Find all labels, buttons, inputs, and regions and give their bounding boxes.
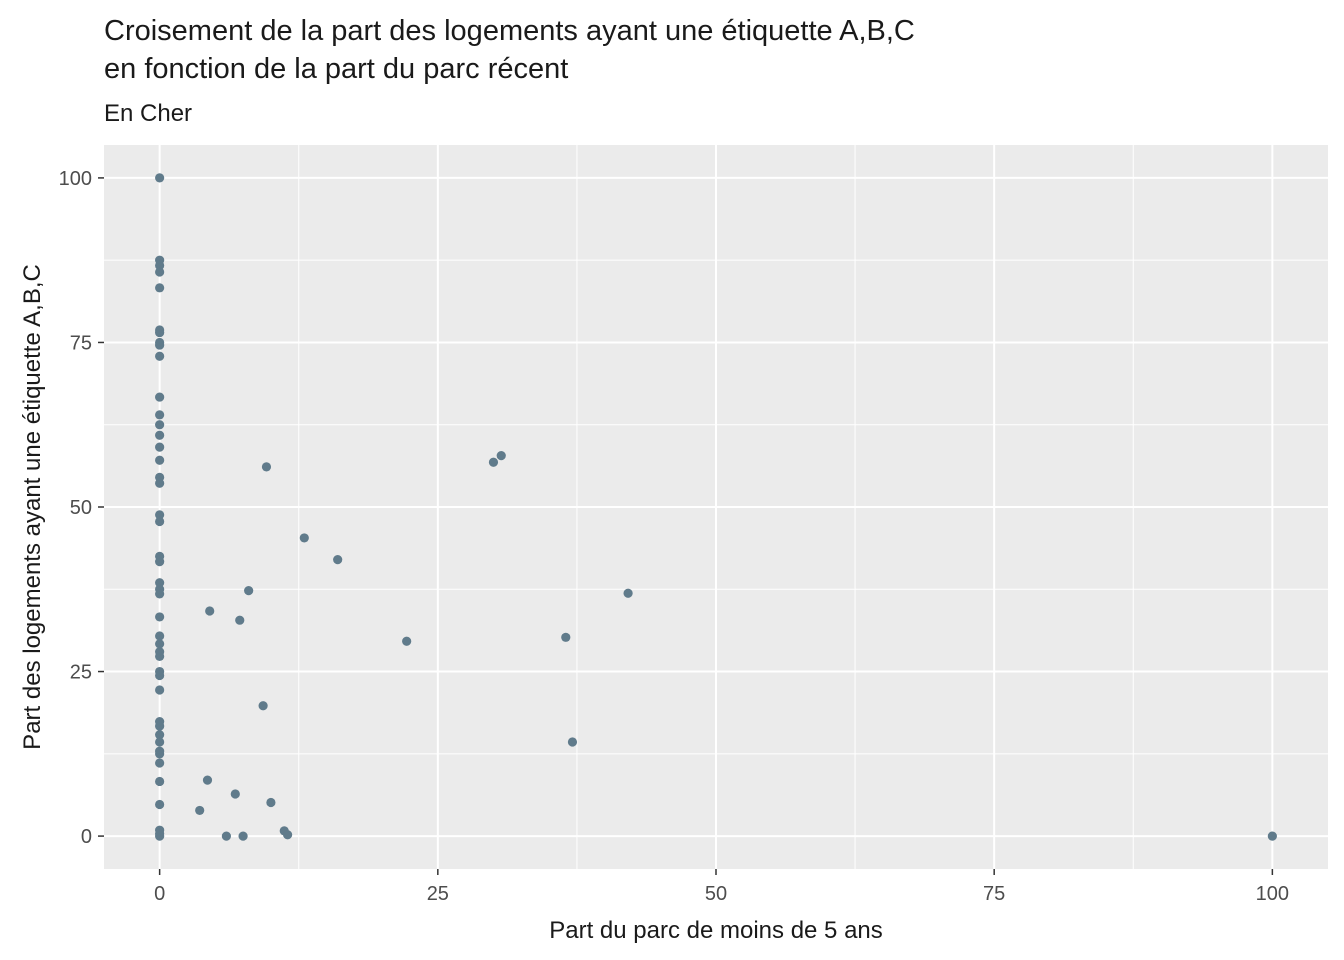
data-point — [488, 457, 499, 467]
x-tick-label: 75 — [983, 883, 1005, 905]
data-point — [155, 340, 165, 350]
data-point — [402, 636, 412, 646]
y-axis-ticks: 0 25 50 75 100 — [59, 168, 104, 848]
data-point — [496, 451, 506, 461]
y-tick-label: 50 — [70, 497, 92, 519]
data-point — [155, 351, 165, 361]
data-point — [230, 789, 240, 799]
data-point — [299, 533, 309, 543]
data-point — [561, 632, 571, 642]
data-point — [155, 430, 165, 440]
y-axis-title: Part des logements ayant une étiquette A… — [19, 264, 46, 750]
data-point — [155, 283, 165, 293]
data-point — [266, 797, 276, 808]
data-point — [155, 670, 165, 681]
data-point — [155, 510, 165, 520]
data-point — [155, 737, 165, 747]
data-point — [155, 267, 165, 277]
data-point — [155, 685, 165, 695]
data-point — [1267, 831, 1277, 841]
data-point — [202, 775, 213, 785]
data-point — [155, 516, 165, 527]
y-tick-label: 25 — [70, 662, 92, 684]
data-point — [258, 701, 268, 711]
y-tick-label: 100 — [59, 168, 92, 190]
data-point — [155, 442, 165, 452]
data-point — [155, 831, 165, 841]
data-points — [155, 173, 1277, 841]
x-tick-label: 0 — [154, 883, 165, 905]
y-tick-label: 0 — [81, 826, 92, 848]
data-point — [155, 758, 165, 768]
chart-title: Croisement de la part des logements ayan… — [104, 12, 915, 88]
chart-title-line-2: en fonction de la part du parc récent — [104, 53, 569, 85]
data-point — [623, 588, 633, 598]
data-point — [155, 651, 165, 662]
chart-subtitle: En Cher — [104, 100, 193, 127]
x-axis-ticks: 0 25 50 75 100 — [154, 869, 1289, 905]
data-point — [155, 557, 165, 567]
data-point — [155, 410, 165, 420]
data-point — [155, 749, 165, 759]
data-point — [283, 830, 293, 840]
data-point — [155, 589, 165, 599]
data-point — [155, 776, 165, 787]
data-point — [235, 615, 245, 625]
data-point — [333, 555, 343, 565]
data-point — [244, 585, 254, 596]
data-point — [205, 606, 215, 616]
y-tick-label: 75 — [70, 332, 92, 354]
data-point — [155, 631, 165, 641]
data-point — [155, 730, 165, 740]
data-point — [155, 420, 165, 430]
x-axis-title: Part du parc de moins de 5 ans — [549, 917, 883, 944]
data-point — [155, 173, 165, 183]
x-tick-label: 25 — [427, 883, 449, 905]
data-point — [238, 831, 248, 841]
data-point — [155, 578, 165, 588]
data-point — [155, 392, 165, 402]
data-point — [155, 639, 165, 649]
data-point — [155, 721, 165, 731]
data-point — [155, 455, 165, 465]
data-point — [155, 799, 165, 810]
chart-title-line-1: Croisement de la part des logements ayan… — [104, 15, 915, 47]
data-point — [567, 737, 578, 747]
data-point — [155, 612, 165, 622]
data-point — [155, 260, 165, 271]
data-point — [195, 805, 205, 816]
x-tick-label: 50 — [705, 883, 727, 905]
x-tick-label: 100 — [1256, 883, 1289, 905]
data-point — [155, 327, 165, 338]
data-point — [155, 478, 165, 488]
data-point — [221, 831, 231, 841]
data-point — [261, 462, 272, 472]
